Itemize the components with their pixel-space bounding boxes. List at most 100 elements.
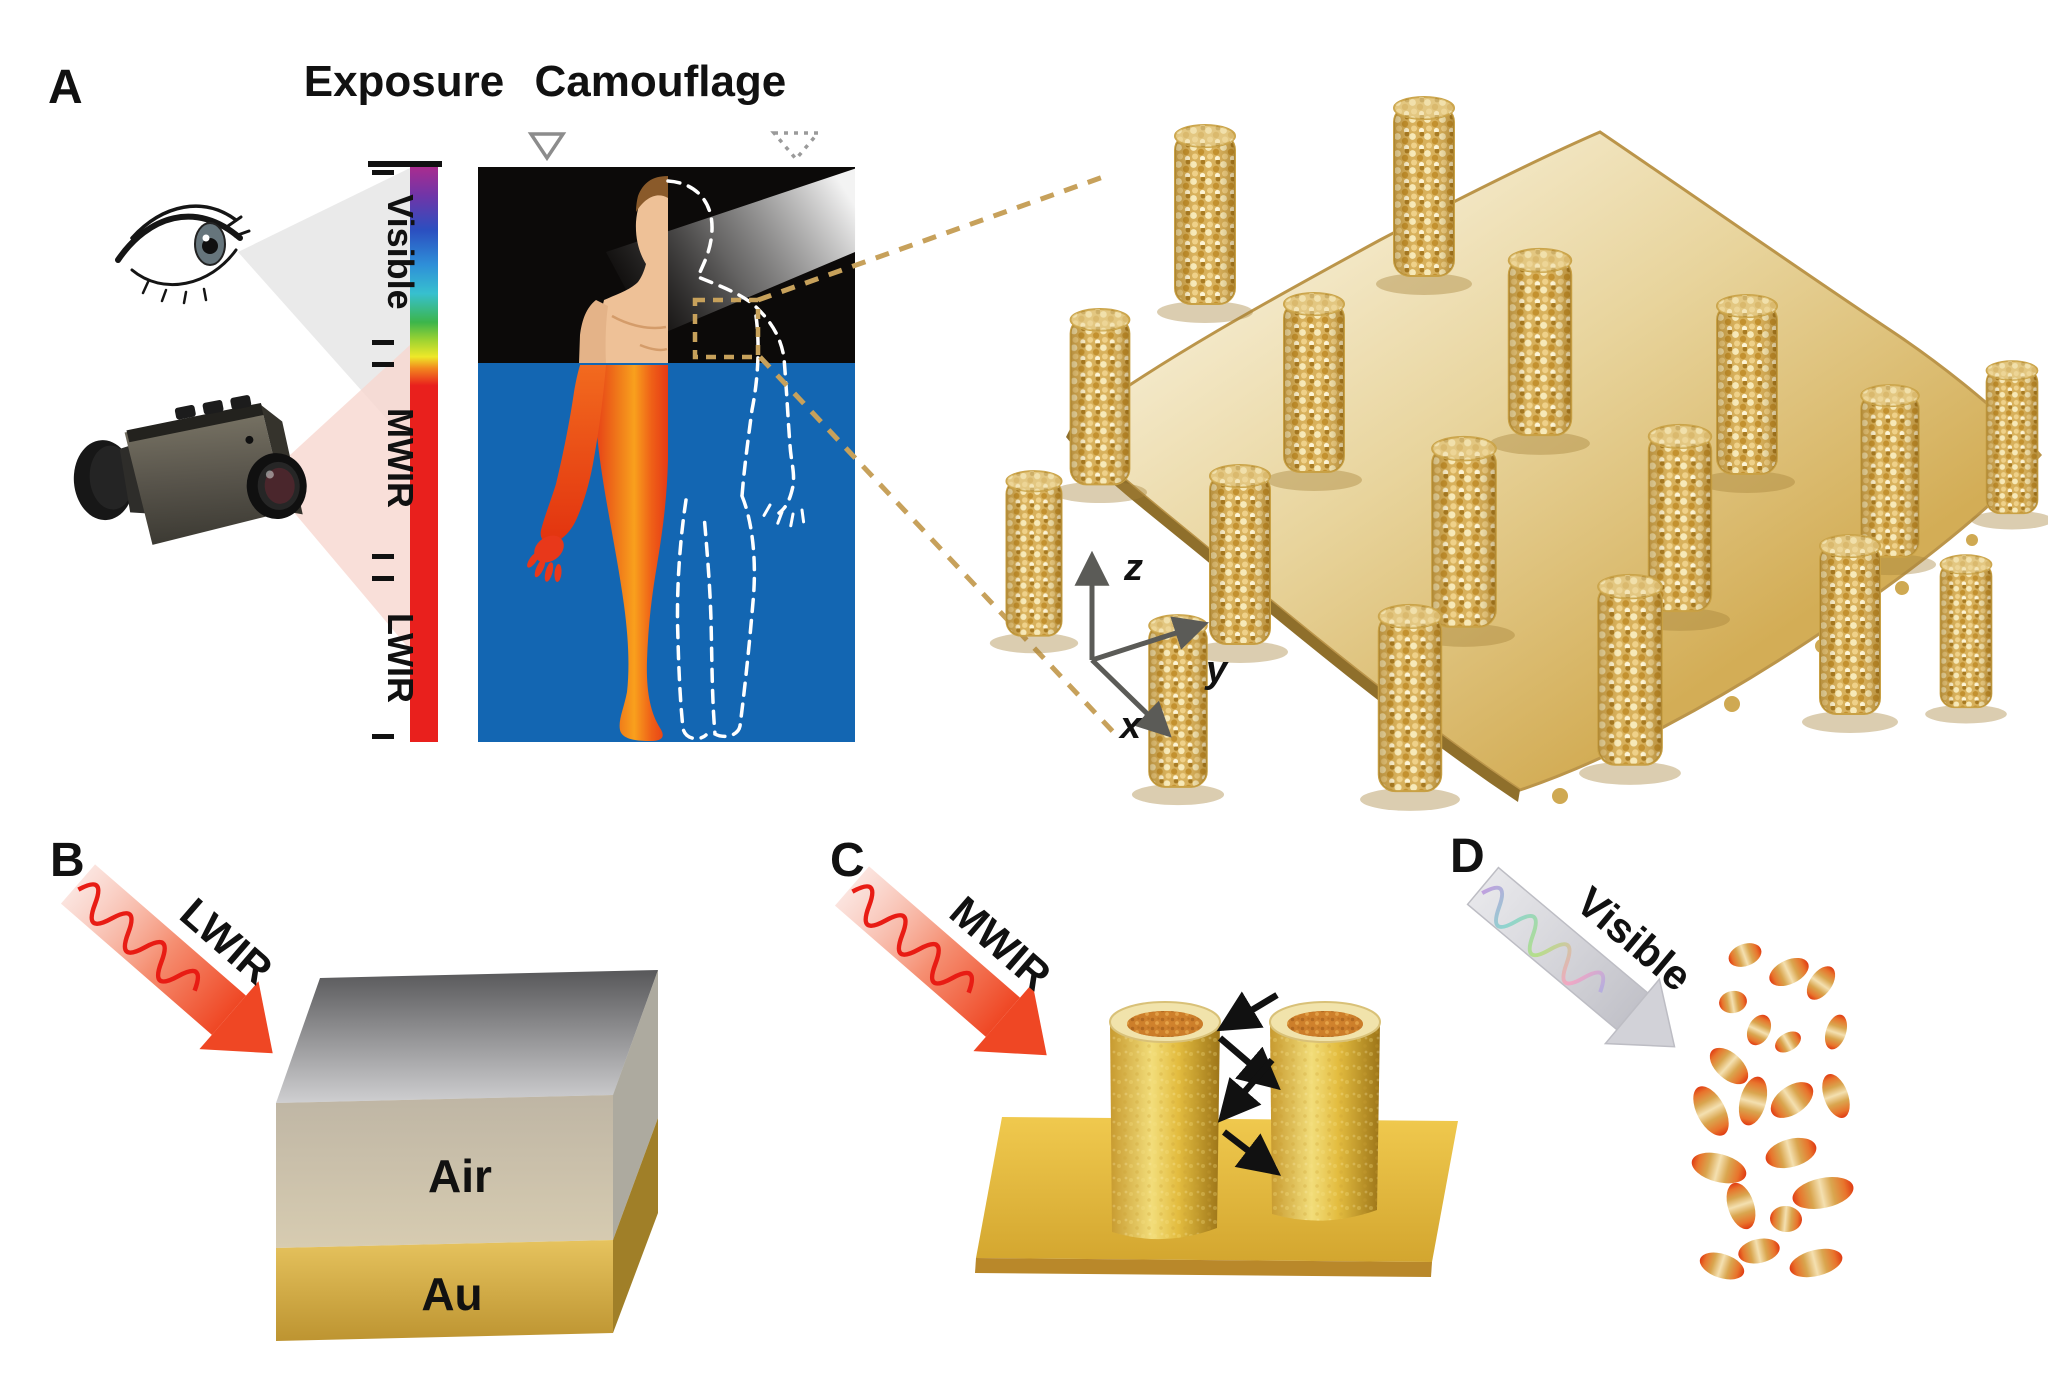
- nanoparticle: [1789, 1248, 1843, 1278]
- camouflaged-outline-person: [666, 179, 806, 741]
- figure-title: Exposure Camouflage: [304, 57, 787, 106]
- nanopillar: [1157, 124, 1253, 323]
- nanopillar: [1925, 554, 2007, 724]
- nanopillar: [1052, 308, 1148, 504]
- nanopillar-array: [989, 96, 2048, 811]
- nanopillar: [1490, 247, 1590, 455]
- y-axis-arrow: [1091, 616, 1209, 663]
- nanoparticle: [1775, 1031, 1801, 1053]
- mwir-arrowhead: [973, 983, 1047, 1056]
- nanotube-right: [1269, 1001, 1381, 1221]
- lwir-wave: [77, 882, 201, 992]
- au-side-face: [613, 1118, 658, 1333]
- reflection-arrows: [1216, 991, 1282, 1176]
- panel-d: D Visible: [1450, 830, 1854, 1280]
- human-eye-icon: [115, 204, 251, 305]
- panel-d-label: D: [1450, 830, 1485, 883]
- nanoparticle: [1738, 1238, 1780, 1264]
- spectrum-label-mwir: MWIR: [380, 408, 421, 508]
- thermal-half-body: [527, 365, 668, 741]
- nanoparticle: [1770, 1082, 1814, 1118]
- zoom-leader-line-top: [757, 174, 1104, 303]
- air-side-face: [613, 970, 658, 1240]
- visible-wave: [1481, 885, 1606, 993]
- nanopillar: [1266, 292, 1362, 491]
- nanoparticle: [1792, 1176, 1854, 1210]
- au-front-face: [276, 1240, 613, 1341]
- y-axis-label: y: [1204, 649, 1229, 691]
- eye-vision-cone: [238, 168, 410, 445]
- nanopillar: [1843, 384, 1937, 576]
- panel-b: B LWIR Air Au: [50, 834, 658, 1341]
- nanoparticle: [1709, 1047, 1749, 1085]
- nanotube-left: [1109, 1001, 1221, 1240]
- lwir-arrow: [60, 864, 273, 1054]
- nanopillar: [1699, 294, 1795, 493]
- camouflage-scene: [478, 167, 857, 742]
- coordinate-axes: z y x: [1074, 547, 1229, 747]
- panel-a-label: A: [48, 61, 83, 114]
- nanoparticle: [1765, 1137, 1817, 1169]
- sheet-under-edge: [1066, 425, 1520, 802]
- nanoparticle-cluster: [1691, 943, 1854, 1280]
- nanoparticle: [1699, 1252, 1745, 1280]
- nanopillar: [1413, 435, 1515, 647]
- camera-vision-cone: [265, 345, 410, 650]
- nanoparticle: [1746, 1014, 1772, 1046]
- nanoparticle: [1726, 1182, 1756, 1230]
- hair: [636, 176, 668, 212]
- thermal-hand: [534, 535, 564, 563]
- x-axis-label: x: [1118, 705, 1143, 747]
- air-layer-label: Air: [428, 1150, 492, 1202]
- thermal-arm: [540, 365, 606, 544]
- mwir-arrow: [834, 866, 1047, 1056]
- nanoparticle: [1824, 1014, 1848, 1050]
- nanoparticle: [1769, 957, 1809, 987]
- nanopillar: [1971, 360, 2048, 530]
- spectrum-bar: Visible MWIR LWIR: [368, 161, 442, 742]
- panel-c: C MWIR: [830, 834, 1458, 1277]
- z-axis-label: z: [1123, 547, 1143, 589]
- lwir-arrowhead: [199, 981, 273, 1054]
- spectrum-top-cap: [368, 161, 442, 167]
- nanopillar: [1192, 464, 1288, 663]
- nanoparticle: [1738, 1076, 1768, 1126]
- spotlight-beam: [606, 168, 857, 338]
- x-axis-arrow: [1090, 658, 1172, 738]
- nanoparticle: [1806, 966, 1836, 1000]
- panel-b-label: B: [50, 834, 85, 887]
- nanoparticle: [1770, 1205, 1802, 1233]
- air-top-face: [276, 970, 658, 1103]
- exposure-marker-triangle: [527, 132, 567, 162]
- nanoparticle: [1691, 1152, 1747, 1184]
- nanopillar: [1802, 534, 1898, 733]
- zoom-leader-line-bottom: [758, 355, 1120, 739]
- upper-arm-skin: [579, 300, 608, 363]
- visible-half-body: [579, 176, 668, 363]
- nanostructure-3d: z y x: [989, 96, 2048, 811]
- visible-arrow: [1466, 866, 1676, 1048]
- nanopillar: [1360, 603, 1460, 811]
- nanotube-pair: [1109, 1001, 1381, 1240]
- spectrum-label-lwir: LWIR: [380, 613, 421, 703]
- air-front-face: [276, 1095, 613, 1248]
- visible-arrowhead: [1603, 977, 1676, 1048]
- spectrum-gradient: [410, 167, 438, 742]
- air-au-stack: Air Au: [276, 970, 658, 1341]
- gold-plate-edge: [975, 1258, 1432, 1277]
- zoom-roi-box: [692, 297, 761, 360]
- spectrum-label-visible: Visible: [380, 194, 421, 309]
- au-layer-label: Au: [421, 1268, 482, 1320]
- nanopillar: [1376, 96, 1472, 295]
- mwir-wave: [851, 884, 975, 994]
- nanopillar: [1579, 573, 1681, 785]
- nanopillar: [989, 470, 1079, 654]
- thermal-camera-icon: [73, 395, 307, 545]
- nanoparticle: [1728, 943, 1762, 967]
- panel-a: A Exposure Camouflage: [48, 57, 1120, 742]
- nanoparticle: [1719, 990, 1747, 1014]
- nanoparticle: [1693, 1086, 1729, 1136]
- nanoparticle: [1822, 1074, 1850, 1118]
